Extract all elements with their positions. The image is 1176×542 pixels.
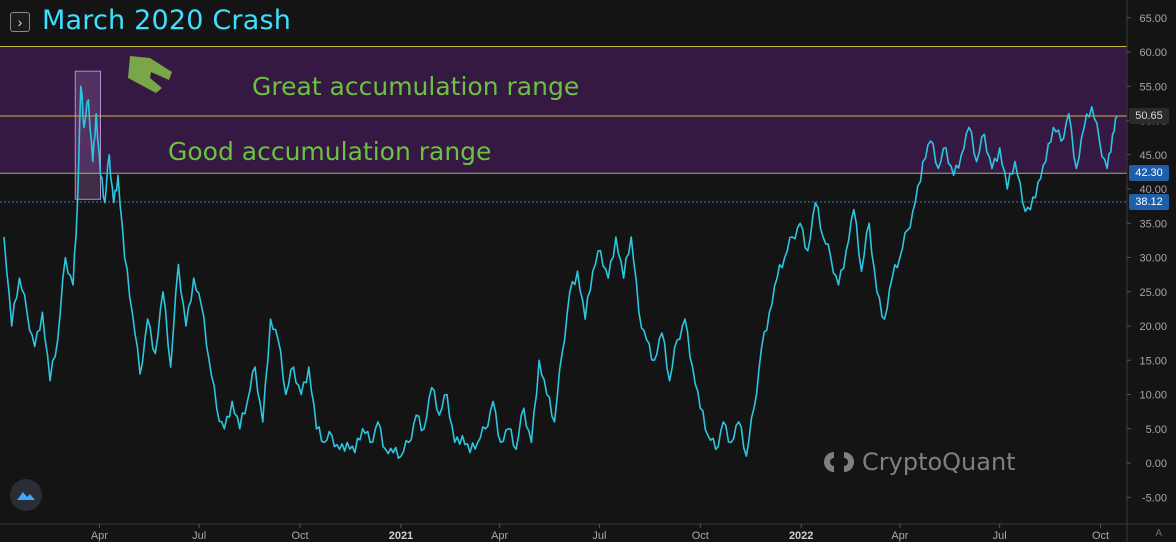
accumulation-bands bbox=[0, 46, 1127, 174]
auto-scale-toggle[interactable]: A bbox=[1155, 528, 1162, 539]
price-tag: 42.30 bbox=[1129, 165, 1169, 182]
series-line-0 bbox=[3, 85, 1118, 460]
horizontal-lines bbox=[0, 46, 1127, 203]
arrow-annotation bbox=[128, 56, 172, 93]
x-tick-label: 2021 bbox=[389, 530, 413, 542]
x-tick-label: Oct bbox=[692, 530, 709, 542]
x-tick-label: 2022 bbox=[789, 530, 813, 542]
x-tick-label: Jul bbox=[192, 530, 206, 542]
y-tick-label: 0.00 bbox=[1146, 458, 1167, 470]
y-tick-label: -5.00 bbox=[1142, 492, 1167, 504]
x-axis-ticks: Apr Jul Oct 2021 Apr Jul Oct 2022 Apr Jul Oct bbox=[91, 524, 1109, 542]
band-0 bbox=[0, 46, 1127, 117]
y-tick-label: 5.00 bbox=[1146, 424, 1167, 436]
mountain-icon bbox=[17, 492, 35, 500]
price-tag: 38.12 bbox=[1129, 193, 1169, 210]
series-layer bbox=[3, 85, 1118, 460]
y-tick-label: 10.00 bbox=[1139, 390, 1167, 402]
watermark-text: CryptoQuant bbox=[862, 448, 1016, 476]
y-tick-label: 45.00 bbox=[1139, 150, 1167, 162]
y-tick-label: 15.00 bbox=[1139, 355, 1167, 367]
y-tick-label: 25.00 bbox=[1139, 287, 1167, 299]
watermark: CryptoQuant bbox=[822, 448, 1016, 476]
y-tick-label: 60.00 bbox=[1139, 47, 1167, 59]
expand-legend-button[interactable]: › bbox=[10, 12, 30, 32]
x-tick-label: Oct bbox=[292, 530, 309, 542]
y-tick-label: 20.00 bbox=[1139, 321, 1167, 333]
y-tick-label: 35.00 bbox=[1139, 218, 1167, 230]
platform-logo-icon[interactable] bbox=[10, 479, 42, 511]
x-tick-label: Apr bbox=[491, 530, 508, 542]
chart-title: March 2020 Crash bbox=[42, 5, 292, 36]
y-tick-label: 65.00 bbox=[1139, 13, 1167, 25]
x-tick-label: Apr bbox=[91, 530, 108, 542]
x-tick-label: Jul bbox=[592, 530, 606, 542]
price-tag: 50.65 bbox=[1129, 108, 1169, 125]
x-tick-label: Apr bbox=[891, 530, 908, 542]
y-tick-label: 40.00 bbox=[1139, 184, 1167, 196]
x-tick-label: Oct bbox=[1092, 530, 1109, 542]
x-tick-label: Jul bbox=[993, 530, 1007, 542]
y-tick-label: 55.00 bbox=[1139, 81, 1167, 93]
y-tick-label: 30.00 bbox=[1139, 253, 1167, 265]
cryptoquant-logo-icon bbox=[824, 452, 854, 472]
good-range-label: Good accumulation range bbox=[168, 137, 492, 166]
great-range-label: Great accumulation range bbox=[252, 72, 580, 101]
band-1 bbox=[0, 116, 1127, 174]
y-axis-ticks: 65.0060.0055.0050.0045.0040.0035.0030.00… bbox=[1127, 13, 1167, 504]
